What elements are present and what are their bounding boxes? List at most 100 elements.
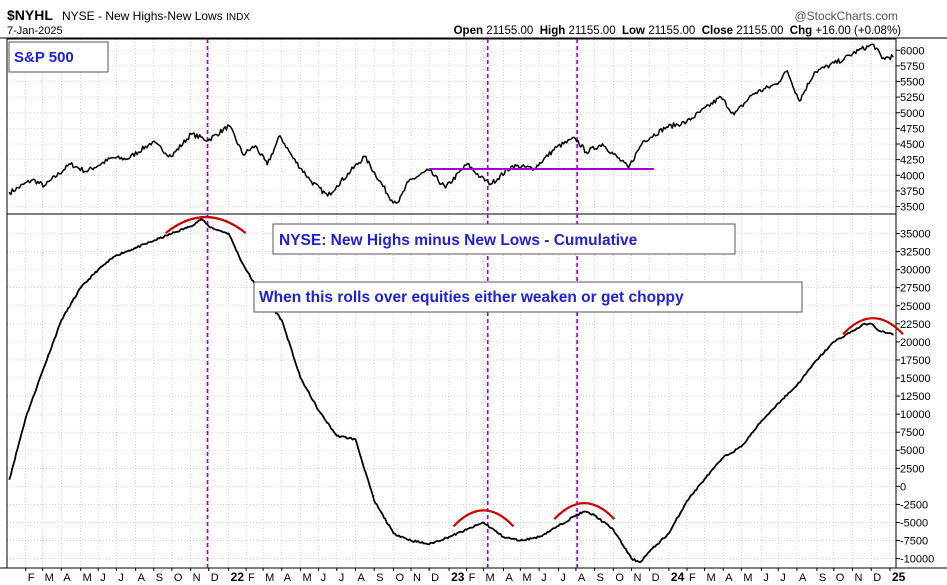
- x-tick-label: J: [339, 572, 345, 584]
- bottom-ytick-label: 17500: [900, 355, 931, 367]
- sp500-point: [881, 57, 883, 60]
- chg-label: Chg: [789, 25, 813, 37]
- sp500-point: [43, 185, 46, 187]
- nyhl-point: [79, 286, 82, 289]
- sp500-point: [390, 199, 393, 202]
- sp500-point: [228, 125, 231, 127]
- x-tick-label: D: [873, 572, 881, 584]
- x-tick-label: J: [321, 572, 327, 584]
- sp500-point: [126, 158, 128, 160]
- nyhl-point: [864, 323, 866, 325]
- sp500-point: [279, 135, 281, 137]
- sp500-point: [170, 155, 173, 158]
- close-value: 21155.00: [736, 25, 784, 37]
- x-tick-label: 22: [231, 570, 245, 584]
- x-tick-label: D: [652, 572, 660, 584]
- annotation-note: When this rolls over equities either wea…: [259, 289, 684, 306]
- annotation-title: NYSE: New Highs minus New Lows - Cumulat…: [279, 232, 638, 249]
- nyhl-point: [686, 500, 688, 502]
- open-label: Open: [453, 25, 483, 37]
- index-type: INDX: [226, 12, 250, 23]
- symbol-label: $NYHL: [7, 7, 53, 23]
- x-tick-label: S: [819, 572, 826, 584]
- rollover-arc: [165, 215, 247, 234]
- bottom-ytick-label: -10000: [900, 554, 934, 566]
- top-ytick-label: 5500: [900, 77, 924, 89]
- x-tick-label: 24: [671, 570, 685, 584]
- sp500-point: [857, 49, 860, 52]
- nyhl-point: [189, 225, 192, 228]
- sp500-label-box: [8, 41, 109, 73]
- x-tick-label: 23: [451, 570, 465, 584]
- date-label: 7-Jan-2025: [7, 25, 63, 37]
- bottom-ytick-label: 2500: [900, 463, 924, 475]
- nyhl-point: [8, 478, 11, 480]
- nyhl-point: [519, 539, 522, 542]
- x-tick-label: M: [522, 572, 531, 584]
- bottom-ytick-label: 20000: [900, 337, 931, 349]
- bottom-ytick-label: -7500: [900, 536, 928, 548]
- sp500-point: [685, 121, 688, 123]
- x-tick-label: F: [248, 572, 255, 584]
- nyhl-point: [593, 514, 596, 517]
- x-tick-label: A: [63, 572, 71, 584]
- x-tick-label: M: [303, 572, 312, 584]
- x-tick-label: M: [265, 572, 274, 584]
- sp500-point: [85, 170, 87, 173]
- x-tick-label: 25: [892, 570, 906, 584]
- sp500-point: [292, 157, 295, 160]
- top-ytick-label: 4500: [900, 139, 924, 151]
- x-tick-label: J: [118, 572, 124, 584]
- chg-value: +16.00 (+0.08%): [815, 25, 901, 37]
- nyhl-point: [482, 521, 485, 524]
- sp500-point: [720, 96, 722, 98]
- symbol-description: NYSE - New Highs-New Lows INDX: [62, 9, 250, 23]
- nyhl-cumulative-line: [8, 218, 894, 564]
- description-text: NYSE - New Highs-New Lows: [62, 9, 223, 23]
- x-tick-label: N: [633, 572, 641, 584]
- nyhl-point: [216, 229, 218, 231]
- top-ytick-label: 6000: [900, 45, 924, 57]
- nyhl-point: [60, 319, 63, 322]
- nyhl-point: [878, 330, 881, 332]
- x-tick-label: M: [45, 572, 54, 584]
- sp500-point: [775, 83, 778, 85]
- sp500-point: [111, 156, 114, 159]
- nyhl-point: [354, 438, 357, 441]
- x-tick-label: M: [743, 572, 752, 584]
- sp500-point: [254, 145, 257, 147]
- top-ytick-label: 5750: [900, 61, 924, 73]
- nyhl-point: [538, 536, 540, 538]
- nyhl-point: [583, 510, 586, 513]
- top-ytick-label: 4750: [900, 123, 924, 135]
- sp500-point: [190, 133, 193, 135]
- sp500-point: [555, 146, 558, 148]
- x-tick-label: A: [725, 572, 733, 584]
- close-label: Close: [701, 25, 734, 37]
- sp500-point: [798, 100, 801, 102]
- nyhl-point: [639, 561, 641, 564]
- nyhl-point: [134, 247, 137, 249]
- sp500-point: [242, 153, 244, 156]
- sp500-point: [398, 200, 400, 203]
- sp500-point: [151, 141, 154, 143]
- sp500-point: [444, 186, 447, 189]
- nyhl-point: [207, 225, 210, 228]
- bottom-ytick-label: -2500: [900, 499, 928, 511]
- x-tick-label: M: [83, 572, 92, 584]
- sp500-point: [335, 185, 338, 187]
- nyhl-point: [796, 384, 798, 387]
- x-tick-label: D: [431, 572, 439, 584]
- sp500-label: S&P 500: [14, 49, 74, 66]
- sp500-point: [665, 126, 668, 128]
- x-tick-label: O: [174, 572, 183, 584]
- x-tick-label: M: [486, 572, 495, 584]
- x-tick-label: A: [138, 572, 146, 584]
- annotation-box-note: [253, 281, 803, 313]
- sp500-point: [892, 55, 894, 58]
- nyhl-point: [41, 369, 44, 372]
- rollover-arc: [553, 502, 616, 520]
- x-tick-label: A: [505, 572, 513, 584]
- sp500-point: [326, 195, 329, 197]
